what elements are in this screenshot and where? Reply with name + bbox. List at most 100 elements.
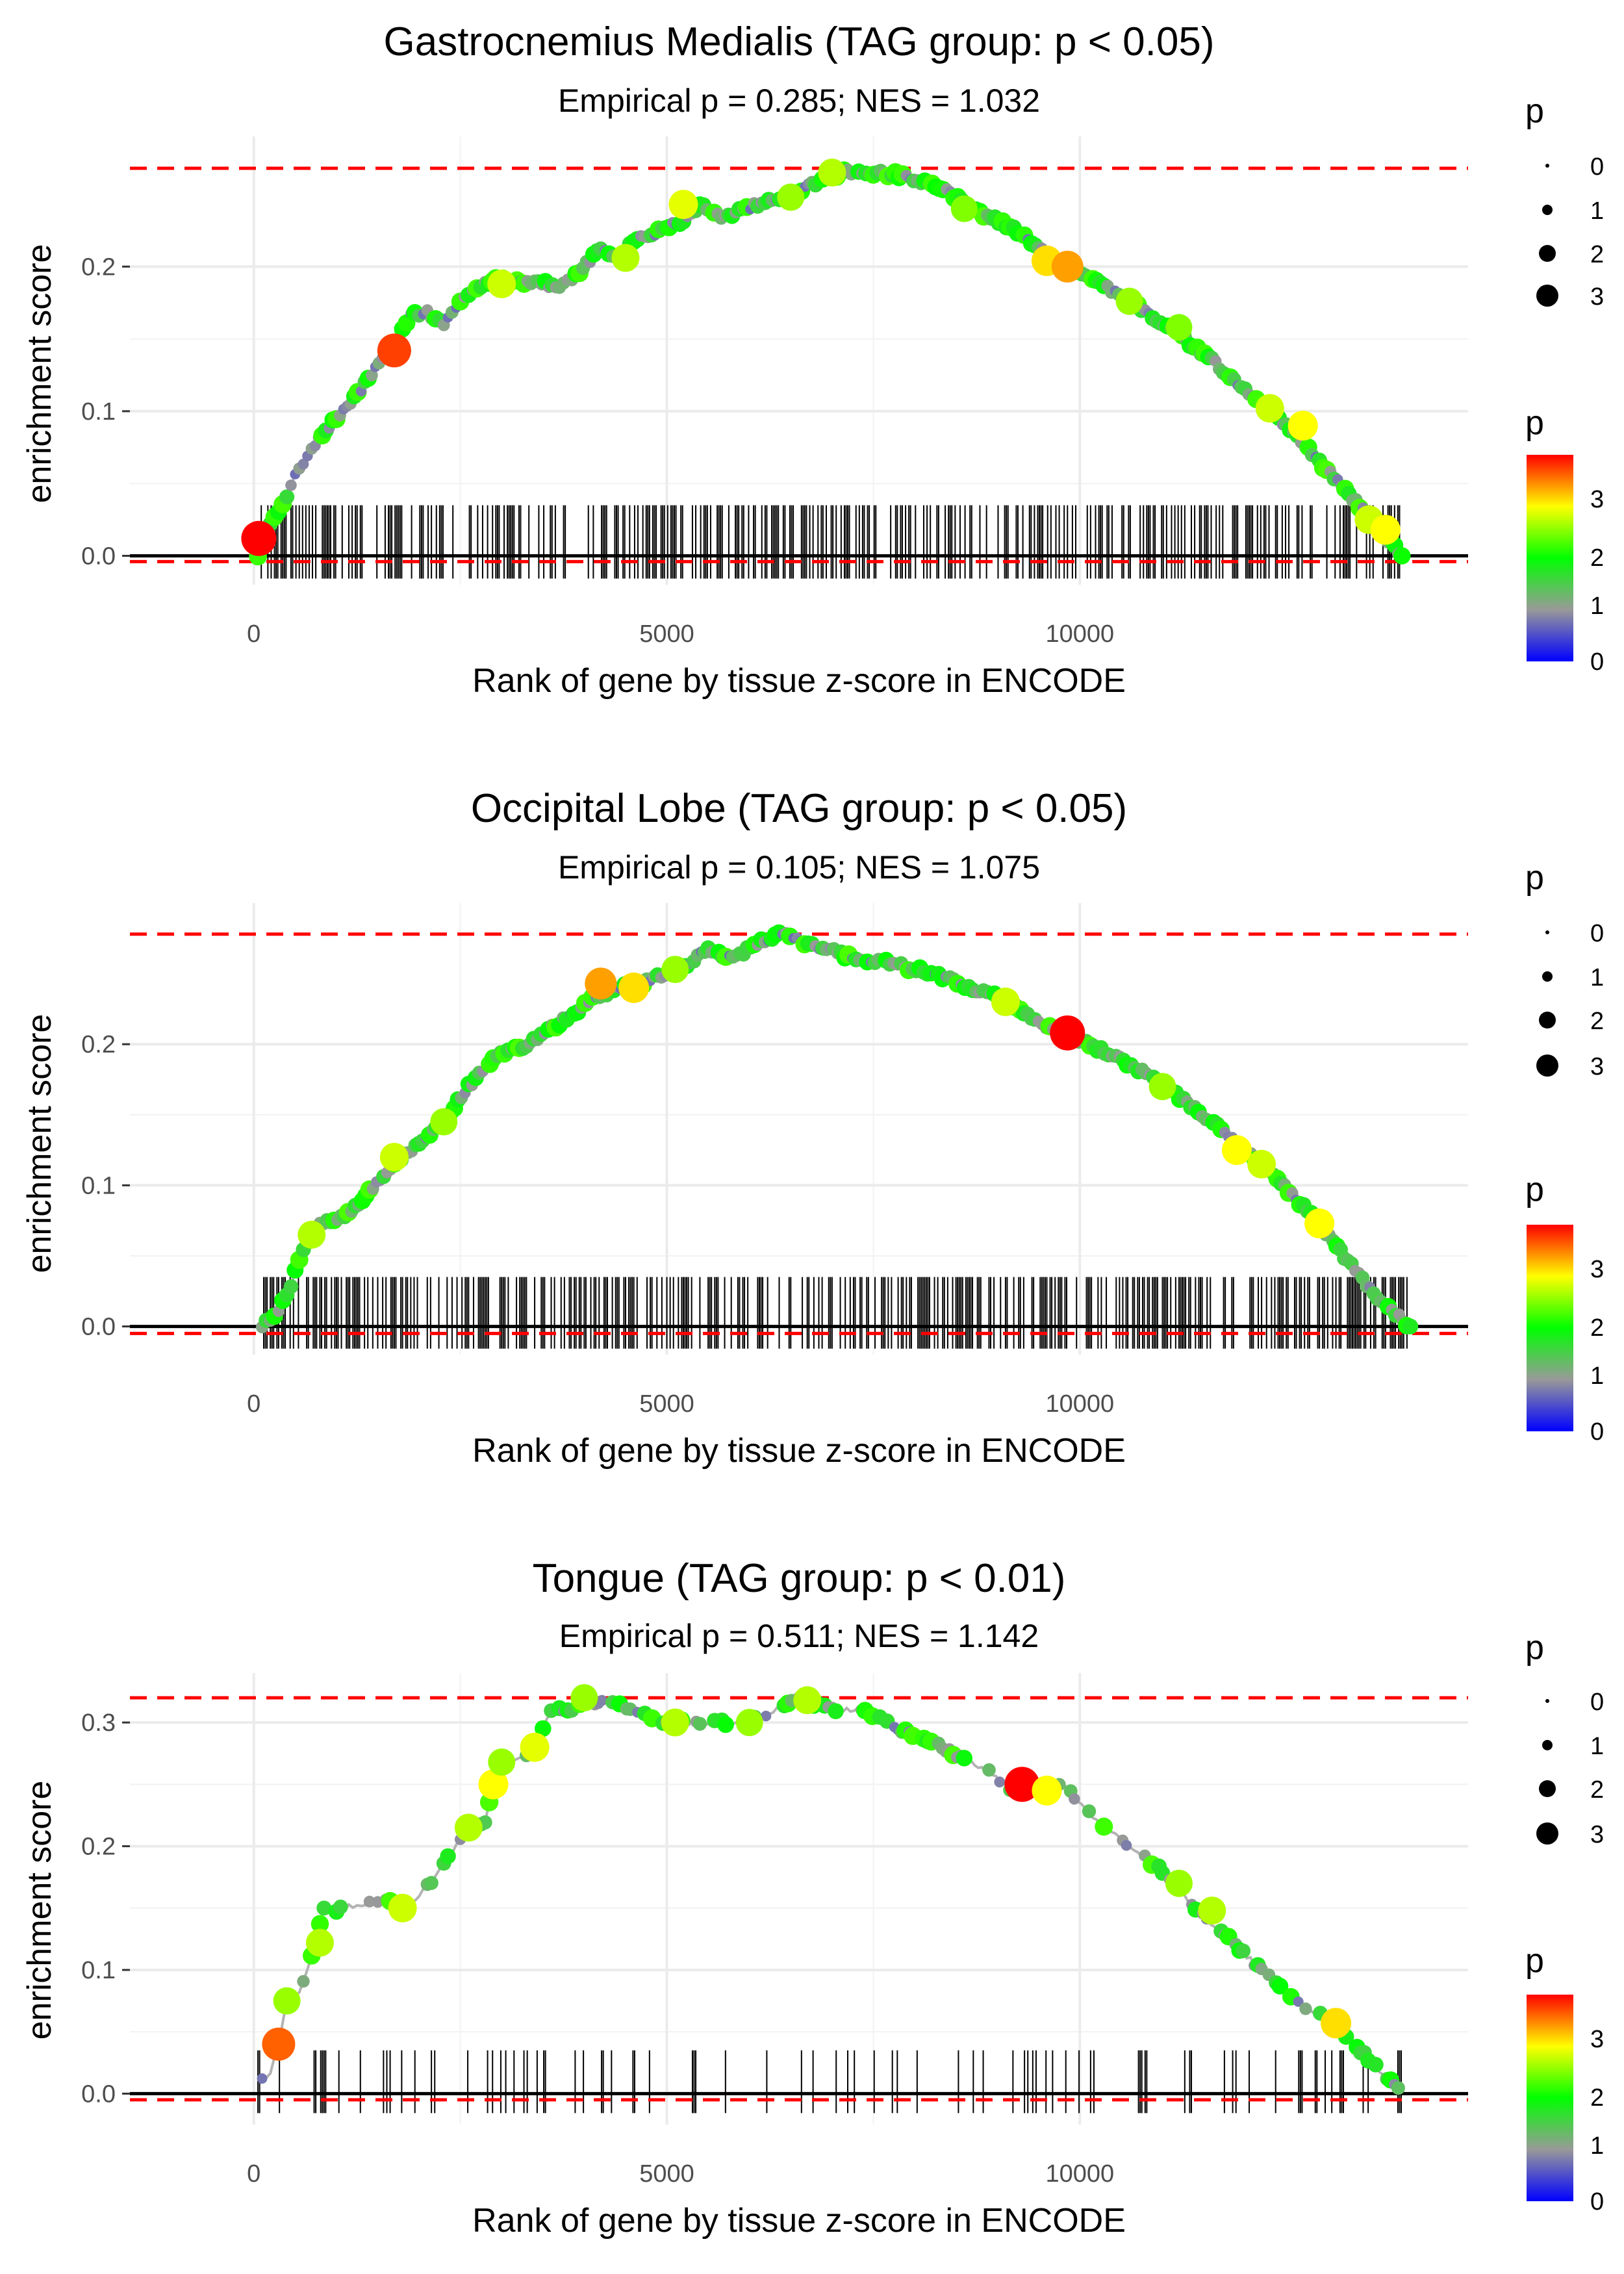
size-legend-dot-1 (1542, 1740, 1553, 1750)
es-highlight-point (388, 1893, 417, 1923)
panel-3-plot: 0 5000 10000 0.0 0.1 0.2 0.3 (81, 1673, 1468, 2188)
es-highlight-point (273, 1987, 301, 2015)
size-legend-label-2: 2 (1590, 241, 1604, 268)
color-legend-label-2: 2 (1590, 2084, 1604, 2112)
es-highlight-point (478, 1769, 509, 1800)
es-highlight-point (1165, 314, 1193, 341)
size-legend-label-0: 0 (1590, 153, 1604, 181)
es-highlight-point (488, 1748, 516, 1776)
x-tick-label: 5000 (639, 2160, 694, 2188)
es-highlight-point (1321, 2008, 1352, 2039)
es-highlight-point (1255, 394, 1284, 423)
es-highlight-point (520, 1732, 550, 1762)
size-legend-label-3: 3 (1590, 283, 1604, 311)
es-highlight-point (1115, 287, 1143, 315)
es-highlight-point (1004, 1767, 1040, 1802)
es-point (1402, 1318, 1419, 1335)
es-highlight-point (1148, 1073, 1176, 1101)
panel-2-title: Occipital Lobe (TAG group: p < 0.05) (471, 786, 1127, 831)
es-line (257, 168, 1403, 557)
panel-1-xlabel: Rank of gene by tissue z-score in ENCODE (472, 662, 1126, 700)
x-tick-label: 0 (247, 620, 260, 648)
panel-1-plot: 0 5000 10000 0.0 0.1 0.2 (81, 136, 1468, 648)
es-point (316, 1900, 332, 1916)
es-highlight-point (1051, 250, 1084, 283)
panel-3-ylabel: enrichment score (21, 1781, 58, 2040)
es-highlight-point (305, 1928, 334, 1957)
es-highlight-point (1288, 411, 1318, 441)
x-tick-label: 10000 (1046, 1390, 1115, 1418)
size-legend-label-1: 1 (1590, 1733, 1604, 1760)
es-point (1299, 2002, 1312, 2015)
es-point (283, 1279, 299, 1294)
es-point (1367, 2056, 1384, 2073)
es-point (257, 2073, 268, 2084)
x-tick-label: 10000 (1046, 2160, 1115, 2188)
y-tick-label: 0.1 (81, 1172, 116, 1199)
size-legend-label-3: 3 (1590, 1053, 1604, 1080)
x-tick-label: 0 (247, 1390, 260, 1418)
es-point (333, 1899, 348, 1915)
panel-1-size-legend: p 0 1 2 3 (1525, 92, 1604, 311)
es-point (994, 1776, 1006, 1788)
size-legend-label-2: 2 (1590, 1008, 1604, 1035)
color-legend-label-0: 0 (1590, 648, 1604, 676)
es-points (241, 159, 1411, 566)
color-legend-label-3: 3 (1590, 2026, 1604, 2053)
size-legend-label-2: 2 (1590, 1776, 1604, 1804)
es-highlight-point (1032, 1775, 1062, 1806)
size-legend-label-1: 1 (1590, 198, 1604, 225)
es-point (1271, 1978, 1289, 1995)
y-tick-label: 0.3 (81, 1709, 116, 1737)
es-highlight-point (1370, 515, 1401, 545)
size-legend-dot-2 (1539, 245, 1556, 262)
es-highlight-point (454, 1813, 483, 1842)
size-legend-label-0: 0 (1590, 1689, 1604, 1716)
es-highlight-point (618, 972, 650, 1003)
es-point (1391, 2081, 1405, 2095)
es-highlight-point (1247, 1149, 1276, 1179)
es-highlight-point (430, 1108, 458, 1136)
es-point (1293, 1996, 1304, 2007)
panel-3: Tongue (TAG group: p < 0.01) Empirical p… (21, 1556, 1604, 2240)
size-legend-dot-0 (1545, 930, 1549, 934)
panel-3-colorbar (1527, 1995, 1573, 2201)
es-point (298, 458, 309, 470)
es-point (1393, 547, 1411, 565)
es-highlight-point (735, 1709, 763, 1737)
size-legend-label-0: 0 (1590, 920, 1604, 947)
es-highlight-point (377, 333, 411, 368)
x-tick-label: 0 (247, 2160, 260, 2188)
x-tick-label: 10000 (1046, 620, 1115, 648)
es-highlight-point (611, 244, 640, 272)
y-tick-label: 0.2 (81, 1031, 116, 1058)
es-highlight-point (298, 1220, 326, 1249)
panel-2-colorbar (1527, 1225, 1573, 1431)
y-tick-label: 0.2 (81, 1833, 116, 1861)
y-tick-label: 0.2 (81, 253, 116, 281)
size-legend-dot-1 (1542, 971, 1553, 982)
panel-2-xlabel: Rank of gene by tissue z-score in ENCODE (472, 1432, 1126, 1470)
es-point (692, 1717, 707, 1731)
es-highlight-point (570, 1684, 598, 1712)
panel-3-size-legend: p 0 1 2 3 (1525, 1629, 1604, 1848)
color-legend-label-1: 1 (1590, 1362, 1604, 1390)
size-legend-dot-2 (1539, 1012, 1556, 1028)
panel-2-color-legend-title: p (1525, 1171, 1544, 1208)
panel-1-size-legend-title: p (1525, 92, 1544, 130)
color-legend-label-0: 0 (1590, 1418, 1604, 1446)
color-legend-label-3: 3 (1590, 1256, 1604, 1283)
color-legend-label-2: 2 (1590, 1314, 1604, 1342)
color-legend-label-0: 0 (1590, 2188, 1604, 2216)
es-highlight-point (793, 1686, 822, 1715)
y-tick-label: 0.0 (81, 2080, 116, 2108)
es-point (363, 1895, 375, 1908)
es-highlight-point (661, 956, 689, 984)
es-highlight-point (777, 183, 805, 211)
size-legend-dot-3 (1536, 285, 1558, 307)
es-point (956, 1750, 973, 1767)
es-point (1236, 1943, 1251, 1958)
panel-3-size-legend-title: p (1525, 1629, 1544, 1667)
es-point (760, 1711, 772, 1722)
size-legend-dot-3 (1536, 1822, 1558, 1845)
